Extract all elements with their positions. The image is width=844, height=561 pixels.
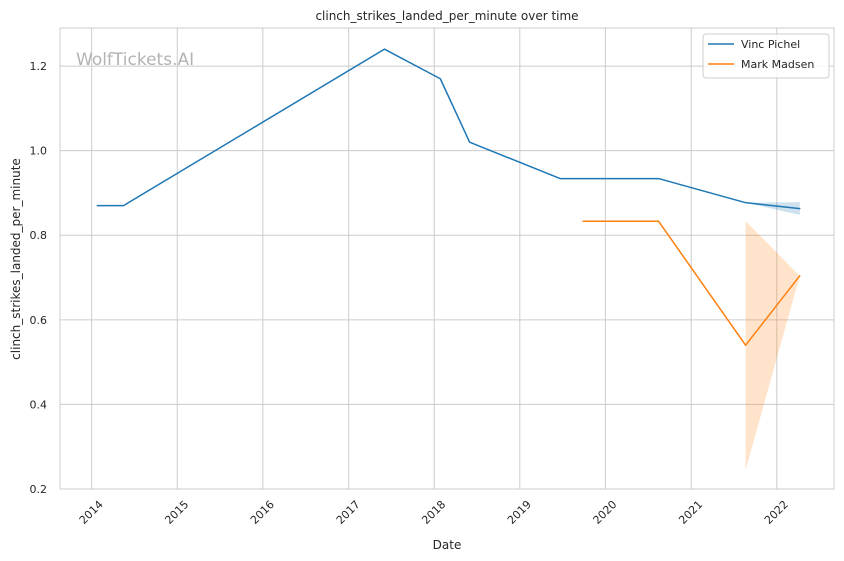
confidence-band-mark-madsen [745, 221, 800, 470]
y-tick-label-0.2: 0.2 [30, 483, 48, 496]
legend-label-vinc-pichel: Vinc Pichel [741, 38, 800, 51]
y-tick-label-0.6: 0.6 [30, 314, 48, 327]
legend-box [702, 33, 830, 79]
y-tick-label-1.0: 1.0 [30, 145, 48, 158]
confidence-bands [745, 202, 800, 470]
y-axis-title: clinch_strikes_landed_per_minute [9, 158, 23, 360]
series-line-mark-madsen [582, 220, 801, 346]
watermark: WolfTickets.AI [76, 50, 194, 70]
y-tick-label-1.2: 1.2 [30, 60, 48, 73]
series-lines [96, 48, 801, 346]
legend-label-mark-madsen: Mark Madsen [741, 58, 814, 71]
y-tick-label-0.4: 0.4 [30, 398, 48, 411]
chart-title: clinch_strikes_landed_per_minute over ti… [315, 9, 578, 23]
x-axis-title: Date [433, 538, 462, 552]
legend: Vinc Pichel Mark Madsen [702, 33, 830, 79]
confidence-band-vinc-pichel [745, 202, 800, 215]
y-tick-label-0.8: 0.8 [30, 229, 48, 242]
plot-frame [59, 27, 835, 490]
